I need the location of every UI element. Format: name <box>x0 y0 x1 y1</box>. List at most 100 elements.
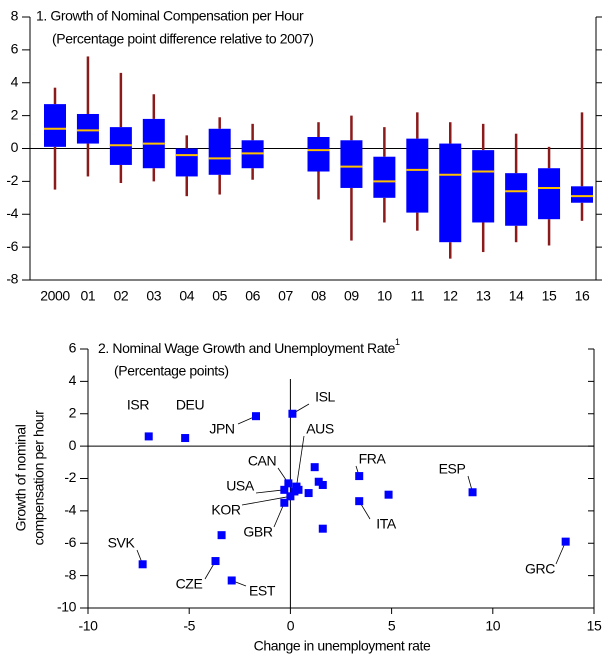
x-tick-label: 11 <box>410 288 424 304</box>
point <box>468 488 477 497</box>
x-tick-label: 13 <box>476 288 491 304</box>
point <box>288 409 297 418</box>
x-tick-label: 10 <box>485 618 500 634</box>
point-label: CAN <box>248 453 276 469</box>
point-label: FRA <box>359 451 387 467</box>
point <box>227 576 236 585</box>
y-tick-label: -6 <box>64 534 76 550</box>
x-tick-label: 16 <box>575 288 590 304</box>
point-label: USA <box>226 478 255 494</box>
leader-line <box>273 502 285 528</box>
x-tick-label: 5 <box>388 618 396 634</box>
point <box>284 479 293 488</box>
y-tick-label: -2 <box>6 172 18 188</box>
box <box>505 173 528 226</box>
x-tick-label: 15 <box>587 618 602 634</box>
panel-subtitle: (Percentage points) <box>114 363 229 379</box>
box <box>538 168 561 220</box>
point-label: ISR <box>127 397 149 413</box>
x-tick-label: 0 <box>287 618 295 634</box>
x-tick-label: 2000 <box>40 288 70 304</box>
point <box>211 557 220 566</box>
box <box>472 150 495 223</box>
y-tick-label: 6 <box>69 340 77 356</box>
y-tick-label: -8 <box>64 566 76 582</box>
point <box>355 472 364 481</box>
point <box>314 477 323 486</box>
box <box>175 148 198 177</box>
y-tick-label: -10 <box>57 599 77 615</box>
y-tick-label: 4 <box>69 372 77 388</box>
title-text: 2. Nominal Wage Growth and Unemployment … <box>98 340 396 356</box>
point-label: ITA <box>376 516 397 532</box>
x-tick-label: 06 <box>245 288 260 304</box>
x-tick-label: 09 <box>344 288 359 304</box>
y-axis-label: compensation per hour <box>31 410 47 546</box>
point <box>286 492 295 501</box>
box <box>76 113 99 144</box>
point <box>355 497 364 506</box>
point <box>310 463 319 472</box>
y-tick-label: -2 <box>64 469 76 485</box>
x-tick-label: 05 <box>212 288 227 304</box>
point <box>384 490 393 499</box>
y-tick-label: -6 <box>6 238 18 254</box>
box <box>340 140 363 188</box>
y-tick-label: 4 <box>11 73 19 89</box>
box <box>307 136 330 172</box>
y-tick-label: -4 <box>64 502 76 518</box>
point-label: ISL <box>315 389 335 405</box>
point-label: CZE <box>176 576 203 592</box>
y-tick-label: -4 <box>6 205 18 221</box>
point-label: DEU <box>176 397 205 413</box>
x-tick-label: 15 <box>542 288 557 304</box>
x-tick-label: 14 <box>509 288 524 304</box>
y-tick-label: 2 <box>11 106 19 122</box>
point <box>290 487 299 496</box>
point <box>138 560 147 569</box>
point <box>318 524 327 533</box>
x-tick-label: 10 <box>377 288 392 304</box>
y-tick-label: 2 <box>69 404 77 420</box>
point <box>181 434 190 443</box>
title-footnote: 1 <box>395 337 400 347</box>
y-tick-label: 8 <box>11 8 19 24</box>
x-tick-label: 02 <box>113 288 128 304</box>
x-tick-label: 04 <box>179 288 194 304</box>
x-tick-label: 12 <box>443 288 458 304</box>
point <box>304 489 313 498</box>
x-tick-label: -10 <box>78 618 98 634</box>
x-tick-label: 03 <box>146 288 161 304</box>
x-tick-label: 01 <box>81 288 96 304</box>
leader-line <box>255 489 285 494</box>
point <box>318 480 327 489</box>
box <box>208 128 231 175</box>
panel-subtitle: (Percentage point difference relative to… <box>52 31 314 47</box>
point-label: ESP <box>439 461 466 477</box>
point <box>251 412 260 421</box>
box <box>406 138 429 213</box>
y-tick-label: 6 <box>11 41 19 57</box>
y-axis-label: Growth of nominal <box>13 424 29 531</box>
x-tick-label: 08 <box>311 288 326 304</box>
panel-title: 2. Nominal Wage Growth and Unemployment … <box>98 337 400 355</box>
point-label: AUS <box>306 421 334 437</box>
box <box>439 143 462 243</box>
point <box>280 485 289 494</box>
x-tick-label: 07 <box>278 288 293 304</box>
point-label: JPN <box>209 421 234 437</box>
point-label: KOR <box>211 502 240 518</box>
point <box>561 537 570 546</box>
point <box>280 498 289 507</box>
box <box>44 104 66 147</box>
x-axis-label: Change in unemployment rate <box>254 638 431 654</box>
point-label: GBR <box>243 524 272 540</box>
point <box>144 432 153 441</box>
box <box>571 186 593 203</box>
panel-title: 1. Growth of Nominal Compensation per Ho… <box>36 8 304 24</box>
y-tick-label: -8 <box>6 271 18 287</box>
leader-line <box>296 435 305 487</box>
y-tick-label: 0 <box>11 139 19 155</box>
box <box>373 156 396 198</box>
